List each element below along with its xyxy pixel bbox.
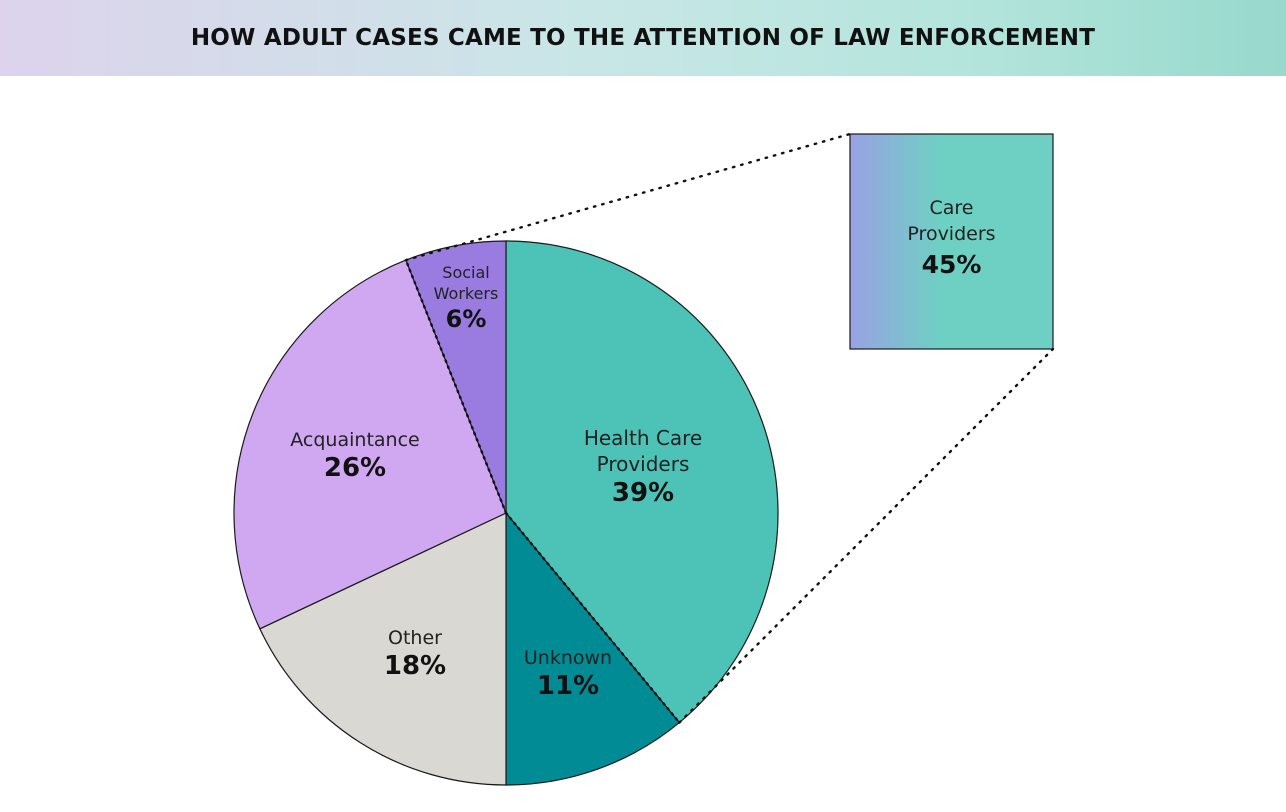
pie-slice-other xyxy=(259,512,507,786)
callout-connector-2 xyxy=(678,347,1055,724)
pie-slice-health-care-providers xyxy=(505,240,779,724)
callout-value: 45% xyxy=(922,250,982,279)
callout-outline-2 xyxy=(404,258,508,515)
slice-value-label: 26% xyxy=(324,453,386,483)
chart-title: HOW ADULT CASES CAME TO THE ATTENTION OF… xyxy=(190,25,1096,51)
slice-label: Social xyxy=(442,263,489,282)
callout-label-line: Care xyxy=(930,197,974,219)
slice-value-label: 11% xyxy=(537,671,599,701)
callout-box xyxy=(849,133,1054,350)
pie-slices xyxy=(233,240,779,786)
callout-label-line: Providers xyxy=(907,223,995,245)
slice-label: Unknown xyxy=(524,647,612,669)
slice-label: Other xyxy=(388,627,442,649)
slice-label: Health Care xyxy=(584,426,702,450)
slice-value-label: 39% xyxy=(612,478,674,508)
pie-slice-acquaintance xyxy=(233,259,507,630)
slice-value-label: 6% xyxy=(446,305,487,333)
callout: Care Providers 45% xyxy=(404,132,1055,724)
slice-value-label: 18% xyxy=(384,651,446,681)
slice-label: Workers xyxy=(434,284,499,303)
slice-label: Acquaintance xyxy=(290,429,419,451)
pie-slice-unknown xyxy=(505,511,681,786)
title-bar: HOW ADULT CASES CAME TO THE ATTENTION OF… xyxy=(0,0,1286,76)
slice-label: Providers xyxy=(597,452,690,476)
callout-connector-1 xyxy=(404,132,852,262)
callout-outline-1 xyxy=(504,511,681,724)
